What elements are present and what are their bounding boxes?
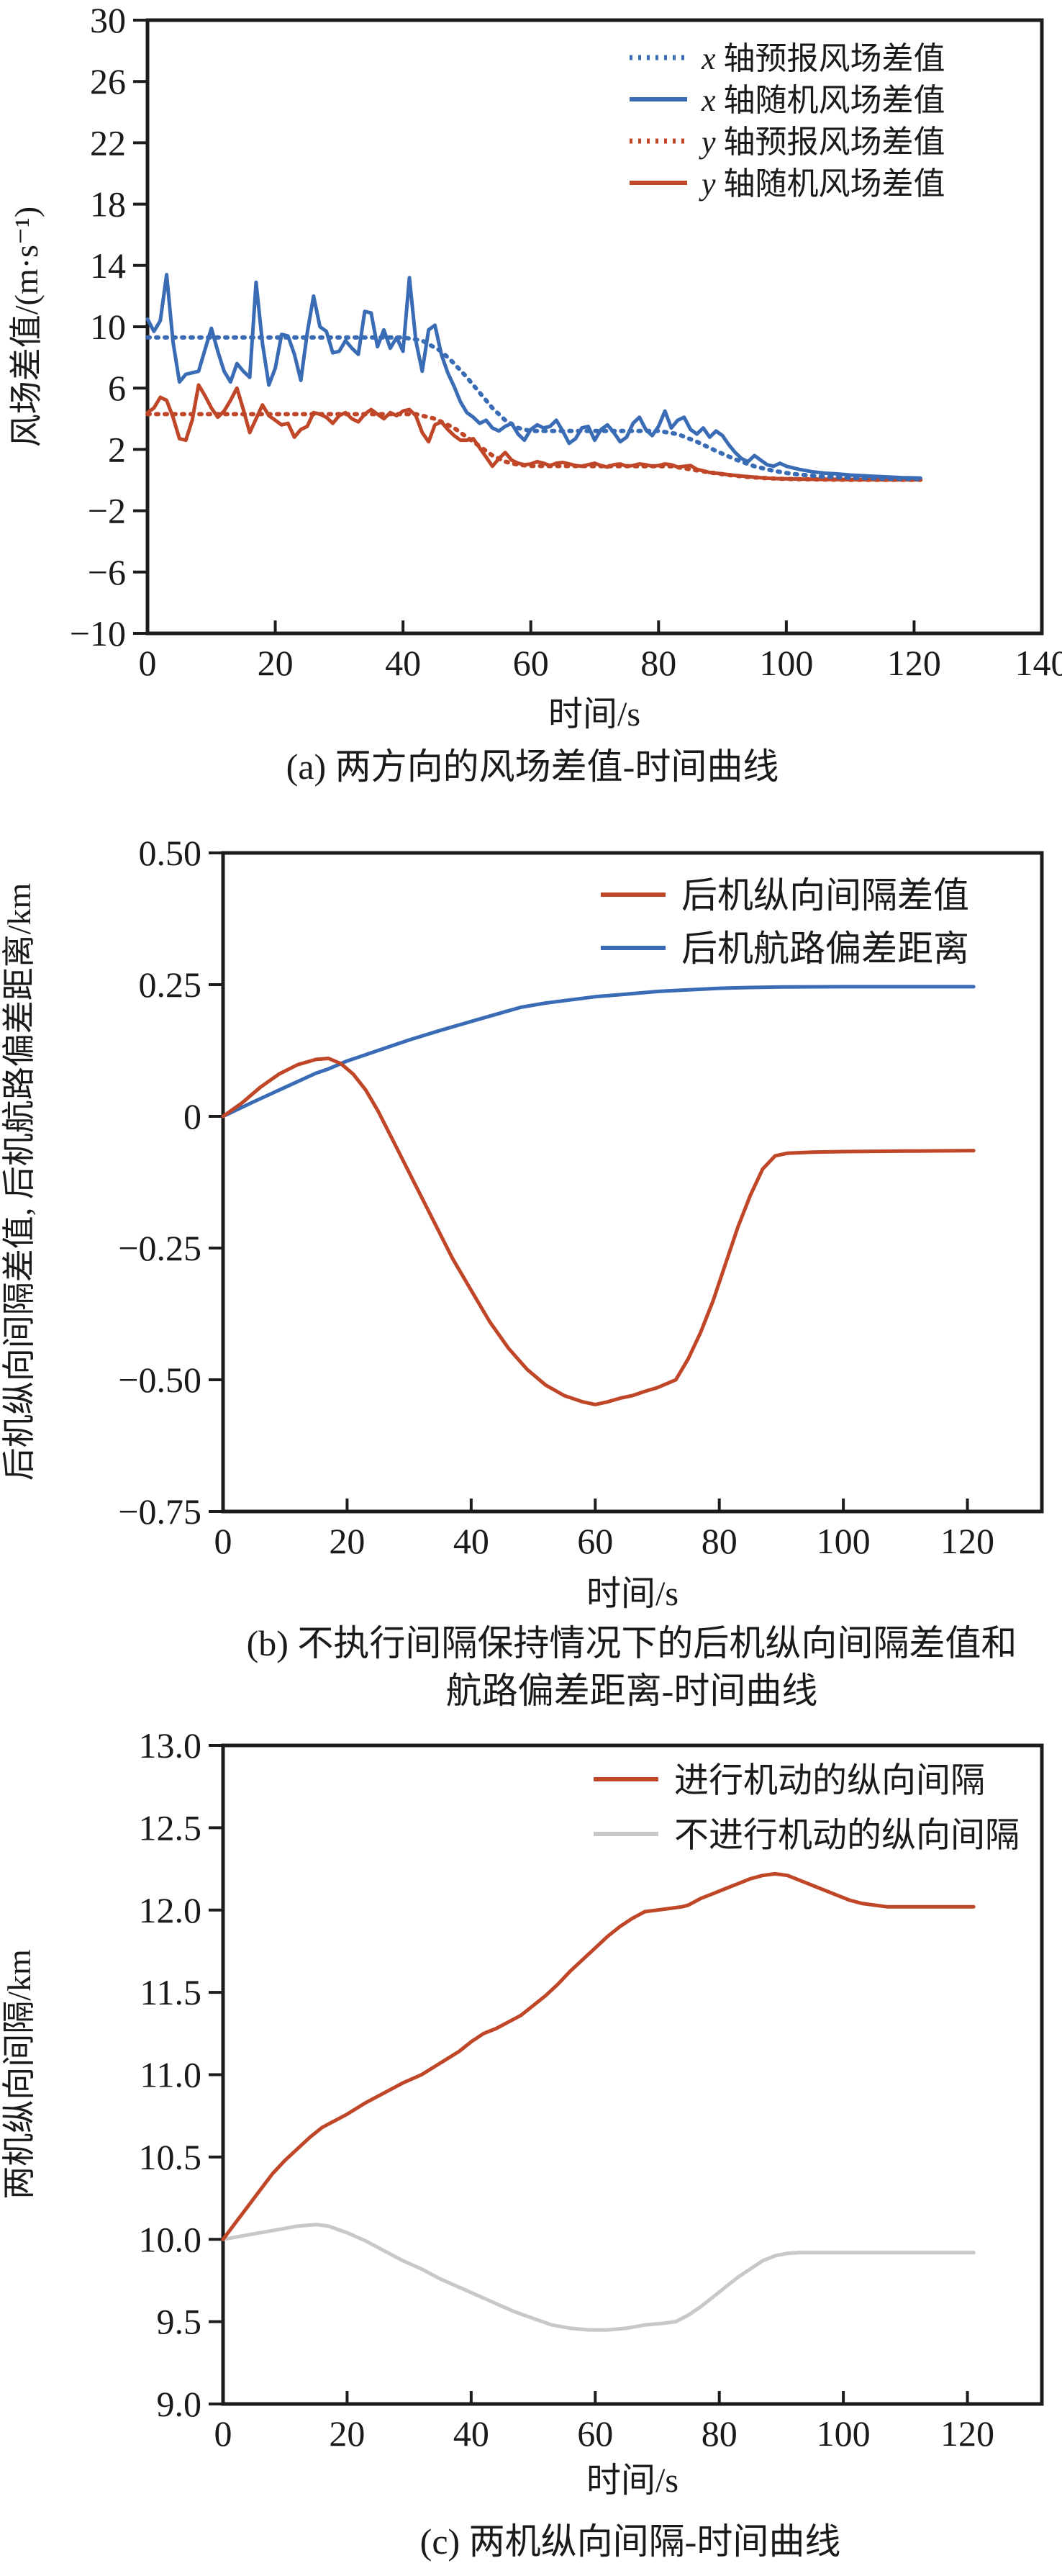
- y-tick-label: 11.0: [140, 2055, 201, 2095]
- x-tick-label: 80: [702, 1521, 738, 1561]
- x-tick-label: 0: [214, 1521, 232, 1561]
- y-tick-label: −0.75: [118, 1491, 201, 1532]
- x-tick-label: 100: [759, 643, 813, 683]
- y-tick-label: 12.0: [139, 1890, 202, 1930]
- chart-b-x-axis-label: 时间/s: [586, 1575, 678, 1613]
- x-tick-label: 60: [577, 2413, 613, 2454]
- legend-label-y-random-wind-diff: y 轴随机风场差值: [699, 166, 945, 202]
- legend-label-trailing-route-deviation-distance: 后机航路偏差距离: [681, 928, 969, 969]
- series-maneuver-longitudinal-gap: [221, 1871, 976, 2241]
- x-tick-label: 60: [577, 1521, 613, 1561]
- y-tick-label: 26: [90, 61, 126, 101]
- x-tick-label: 140: [1015, 643, 1062, 683]
- y-tick-label: 9.5: [157, 2302, 202, 2342]
- y-tick-label: 10.5: [139, 2137, 202, 2177]
- x-tick-label: 120: [887, 643, 941, 683]
- y-tick-label: 0: [183, 1096, 201, 1136]
- series-y-forecast-wind-diff: [145, 412, 923, 482]
- x-tick-label: 120: [940, 1521, 994, 1561]
- x-tick-label: 100: [817, 1521, 871, 1561]
- chart-c-y-axis-label: 两机纵向间隔/km: [1, 1949, 37, 2200]
- x-tick-label: 100: [817, 2413, 871, 2454]
- y-tick-label: −10: [70, 613, 126, 654]
- chart-b-caption-line-1: (b) 不执行间隔保持情况下的后机纵向间隔差值和: [247, 1623, 1017, 1663]
- x-tick-label: 0: [139, 643, 157, 683]
- y-tick-label: −0.50: [118, 1360, 201, 1400]
- y-tick-label: −2: [88, 491, 126, 531]
- chart-a-x-axis-label: 时间/s: [548, 695, 640, 733]
- x-tick-label: 40: [453, 2413, 489, 2454]
- x-tick-label: 20: [329, 2413, 365, 2454]
- x-tick-label: 60: [513, 643, 549, 683]
- y-tick-label: 0.50: [139, 833, 202, 873]
- y-tick-label: 2: [108, 429, 126, 469]
- chart-b-plot-area: 0 20 40 60 80 100 120 0.50 0.25 0 −0.25 −0.50 −0.75 后…: [118, 833, 1044, 1561]
- x-tick-label: 120: [940, 2413, 994, 2454]
- y-tick-label: 22: [90, 122, 126, 163]
- y-tick-label: 14: [90, 245, 126, 286]
- series-trailing-longitudinal-gap-diff: [221, 1057, 976, 1406]
- legend-label-trailing-longitudinal-gap-diff: 后机纵向间隔差值: [681, 875, 969, 916]
- chart-b-y-axis-label: 后机纵向间隔差值, 后机航路偏差距离/km: [1, 883, 37, 1481]
- legend-label-x-forecast-wind-diff: x 轴预报风场差值: [701, 41, 945, 76]
- y-tick-label: −0.25: [118, 1228, 201, 1268]
- x-tick-label: 40: [453, 1521, 489, 1561]
- chart-a-plot-area: 0 20 40 60 80 100 120 140 30 26 22 18 14 10 6 2 −2 −6 −10 x…: [70, 0, 1062, 683]
- y-tick-label: 13.0: [139, 1725, 202, 1766]
- x-tick-label: 20: [329, 1521, 365, 1561]
- series-no-maneuver-longitudinal-gap: [221, 2223, 976, 2332]
- y-tick-label: 12.5: [139, 1807, 202, 1848]
- series-x-random-wind-diff: [145, 273, 922, 480]
- x-tick-label: 80: [702, 2413, 738, 2454]
- y-tick-label: 6: [108, 368, 126, 408]
- y-tick-label: 0.25: [139, 964, 202, 1005]
- legend-label-no-maneuver-longitudinal-gap: 不进行机动的纵向间隔: [674, 1816, 1020, 1854]
- x-tick-label: 0: [214, 2413, 232, 2454]
- legend-label-y-forecast-wind-diff: y 轴预报风场差值: [699, 125, 945, 160]
- y-tick-label: 18: [90, 184, 126, 225]
- series-trailing-route-deviation-distance: [221, 985, 976, 1118]
- y-tick-label: 10: [90, 307, 126, 347]
- plot-border: [221, 851, 1044, 1514]
- chart-b-caption-line-2: 航路偏差距离-时间曲线: [446, 1671, 818, 1711]
- chart-c-plot-area: 0 20 40 60 80 100 120 13.0 12.5 12.0 11.5 11.0 10.5 1…: [139, 1725, 1044, 2454]
- chart-c-x-axis-label: 时间/s: [586, 2462, 678, 2500]
- x-tick-label: 40: [385, 643, 421, 683]
- y-tick-label: 30: [90, 0, 126, 40]
- chart-a-caption: (a) 两方向的风场差值-时间曲线: [286, 746, 779, 787]
- chart-c-caption: (c) 两机纵向间隔-时间曲线: [420, 2521, 841, 2562]
- series-x-forecast-wind-diff: [145, 335, 923, 482]
- y-tick-label: 10.0: [139, 2219, 202, 2259]
- y-tick-label: 9.0: [157, 2384, 202, 2424]
- x-tick-label: 80: [640, 643, 676, 683]
- x-tick-label: 20: [258, 643, 294, 683]
- y-tick-label: 11.5: [140, 1972, 201, 2012]
- y-tick-label: −6: [88, 552, 126, 592]
- legend-label-x-random-wind-diff: x 轴随机风场差值: [701, 83, 945, 118]
- legend-label-maneuver-longitudinal-gap: 进行机动的纵向间隔: [674, 1761, 985, 1799]
- chart-a-y-axis-label: 风场差值/(m·s⁻¹): [8, 207, 45, 448]
